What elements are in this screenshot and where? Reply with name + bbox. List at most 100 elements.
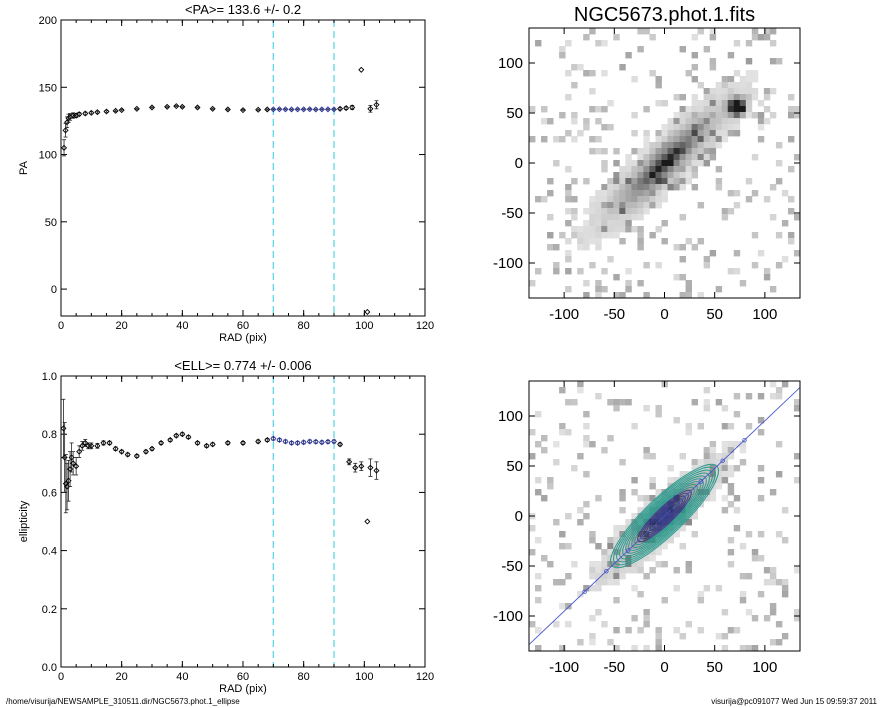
image-pixel (691, 483, 699, 490)
image-pixel (583, 423, 590, 430)
image-pixel (781, 591, 789, 598)
image-pixel (565, 268, 572, 275)
data-point (300, 106, 307, 113)
image-pixel (643, 148, 650, 155)
image-pixel (745, 70, 753, 77)
image-pixel (643, 621, 650, 628)
image-pixel (565, 250, 572, 257)
image-pixel (625, 154, 632, 161)
image-pixel (697, 136, 705, 143)
image-pixel (547, 561, 554, 568)
image-pixel (529, 136, 536, 143)
image-pixel (721, 405, 729, 412)
data-point (349, 104, 356, 111)
image-pixel (787, 196, 795, 203)
image-pixel (589, 262, 596, 269)
image-pixel (595, 567, 602, 574)
image-pixel (679, 244, 686, 251)
image-pixel (571, 118, 578, 125)
image-pixel (691, 477, 699, 484)
image-pixel (769, 112, 777, 119)
image-pixel (793, 567, 800, 574)
image-pixel (697, 82, 705, 89)
image-pixel (763, 94, 771, 101)
image-pixel (631, 208, 638, 215)
image-pixel (643, 28, 650, 35)
image-pixel (571, 465, 578, 472)
image-pixel (775, 531, 783, 538)
image-pixel (691, 118, 699, 125)
image-pixel (625, 208, 632, 215)
image-pixel (703, 124, 711, 131)
x-tick-label: 120 (416, 320, 434, 332)
image-pixel (775, 387, 783, 394)
image-pixel (619, 220, 626, 227)
image-pixel (529, 429, 536, 436)
image-pixel (643, 645, 650, 651)
image-pixel (763, 615, 771, 622)
image-pixel (715, 100, 723, 107)
image-pixel (607, 435, 614, 442)
image-pixel (751, 154, 759, 161)
image-pixel (541, 118, 548, 125)
data-point (337, 441, 344, 448)
image-pixel (703, 447, 711, 454)
image-pixel (661, 154, 668, 161)
image-pixel (751, 190, 759, 197)
image-pixel (613, 184, 620, 191)
image-pixel (613, 645, 620, 651)
image-pixel (565, 40, 572, 47)
image-pixel (589, 208, 596, 215)
image-pixel (565, 220, 572, 227)
image-pixel (559, 603, 566, 610)
image-pixel (589, 148, 596, 155)
image-pixel (655, 226, 662, 233)
image-pixel (703, 405, 711, 412)
image-pixel (733, 82, 741, 89)
image-pixel (691, 172, 699, 179)
image-pixel (583, 238, 590, 245)
image-pixel (595, 202, 602, 209)
image-pixel (607, 226, 614, 233)
footer-user-date: visurija@pc091077 Wed Jun 15 09:59:37 20… (711, 697, 877, 706)
image-pixel (607, 579, 614, 586)
image-pixel (709, 106, 717, 113)
image-pixel (637, 28, 644, 35)
image-pixel (649, 196, 656, 203)
image-pixel (673, 154, 680, 161)
image-pixel (607, 399, 614, 406)
image-pixel (673, 136, 680, 143)
image-pixel (757, 250, 765, 257)
image-pixel (733, 525, 741, 532)
image-pixel (685, 567, 692, 574)
image-pixel (763, 28, 771, 35)
image-pixel (649, 525, 656, 532)
image-pixel (715, 94, 723, 101)
image-pixel (769, 214, 777, 221)
image-pixel (637, 495, 644, 502)
image-pixel (697, 597, 705, 604)
image-pixel (643, 106, 650, 113)
image-pixel (703, 106, 711, 113)
image-pixel (691, 142, 699, 149)
data-point (255, 438, 262, 445)
image-pixel (625, 525, 632, 532)
image-pixel (601, 549, 608, 556)
image-pixel (727, 76, 735, 83)
image-pixel (697, 483, 705, 490)
image-pixel (619, 184, 626, 191)
image-pixel (607, 256, 614, 263)
data-point (76, 448, 83, 455)
image-pixel (709, 64, 717, 71)
image-pixel (673, 118, 680, 125)
data-point (346, 458, 353, 465)
image-pixel (643, 130, 650, 137)
y-tick-label: -50 (501, 205, 523, 222)
image-pixel (655, 645, 662, 651)
image-pixel (631, 184, 638, 191)
image-pixel (679, 142, 686, 149)
image-pixel (751, 28, 759, 35)
image-pixel (577, 226, 584, 233)
data-point (330, 106, 338, 113)
data-point (255, 106, 262, 113)
